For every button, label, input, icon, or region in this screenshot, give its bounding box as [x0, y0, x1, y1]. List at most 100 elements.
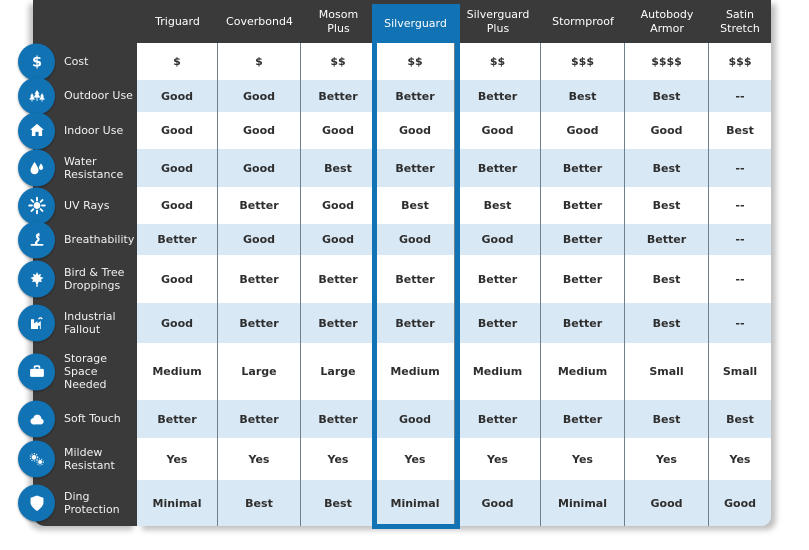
cell-ding-protection-mosom-plus: Best: [301, 480, 376, 526]
cell-cost-triguard: $: [137, 43, 218, 80]
column-header-triguard[interactable]: Triguard: [155, 14, 200, 28]
cell-indoor-use-stormproof: Good: [541, 112, 625, 149]
cell-ding-protection-coverbond4: Best: [218, 480, 301, 526]
column-header-mosom-plus[interactable]: Mosom Plus: [318, 7, 359, 35]
cell-ding-protection-autobody-armor: Good: [625, 480, 709, 526]
cell-water-resistance-mosom-plus: Best: [301, 149, 376, 187]
cell-cost-satin-stretch: $$$: [709, 43, 771, 80]
cloud-icon: [18, 400, 55, 438]
feature-label: Water Resistance: [64, 154, 124, 181]
cell-outdoor-use-silverguard-plus: Better: [455, 80, 541, 112]
dollar-icon: $: [18, 43, 55, 80]
cell-water-resistance-autobody-armor: Best: [625, 149, 709, 187]
cell-mildew-resistant-stormproof: Yes: [541, 438, 625, 480]
cell-industrial-fallout-silverguard: Better: [376, 303, 455, 343]
cell-ding-protection-triguard: Minimal: [137, 480, 218, 526]
airflow-icon: [18, 221, 55, 258]
cell-cost-mosom-plus: $$: [301, 43, 376, 80]
cell-soft-touch-silverguard: Good: [376, 400, 455, 438]
row-label-indoor-use: Indoor Use: [18, 112, 137, 149]
factory-icon: [18, 304, 55, 342]
feature-label: Bird & Tree Droppings: [64, 265, 125, 292]
row-label-soft-touch: Soft Touch: [18, 400, 137, 438]
cell-industrial-fallout-satin-stretch: --: [709, 303, 771, 343]
comparison-grid: Triguard Coverbond4 Mosom Plus Silverguard S…: [18, 0, 771, 526]
cell-water-resistance-stormproof: Better: [541, 149, 625, 187]
cell-uv-rays-mosom-plus: Good: [301, 187, 376, 224]
cell-uv-rays-coverbond4: Better: [218, 187, 301, 224]
cell-mildew-resistant-autobody-armor: Yes: [625, 438, 709, 480]
cell-uv-rays-satin-stretch: --: [709, 187, 771, 224]
cell-breathability-mosom-plus: Good: [301, 224, 376, 255]
shield-icon: [18, 484, 55, 522]
column-header-satin-stretch[interactable]: Satin Stretch: [720, 7, 760, 35]
cell-outdoor-use-triguard: Good: [137, 80, 218, 112]
feature-label: Indoor Use: [64, 123, 124, 137]
cell-bird-tree-droppings-mosom-plus: Better: [301, 255, 376, 303]
row-label-storage-space-needed: Storage Space Needed: [18, 343, 137, 400]
column-header-autobody-armor[interactable]: Autobody Armor: [640, 7, 694, 35]
cell-uv-rays-triguard: Good: [137, 187, 218, 224]
column-header-stormproof[interactable]: Stormproof: [552, 14, 614, 28]
feature-label: Mildew Resistant: [64, 445, 115, 472]
cell-soft-touch-mosom-plus: Better: [301, 400, 376, 438]
cell-soft-touch-satin-stretch: Best: [709, 400, 771, 438]
feature-label: Ding Protection: [64, 489, 120, 516]
cell-mildew-resistant-coverbond4: Yes: [218, 438, 301, 480]
cell-soft-touch-silverguard-plus: Better: [455, 400, 541, 438]
cell-outdoor-use-silverguard: Better: [376, 80, 455, 112]
feature-label: Outdoor Use: [64, 89, 133, 103]
cell-indoor-use-satin-stretch: Best: [709, 112, 771, 149]
row-label-outdoor-use: Outdoor Use: [18, 77, 137, 115]
cell-mildew-resistant-mosom-plus: Yes: [301, 438, 376, 480]
cell-uv-rays-silverguard: Best: [376, 187, 455, 224]
cell-outdoor-use-satin-stretch: --: [709, 80, 771, 112]
cell-cost-autobody-armor: $$$$: [625, 43, 709, 80]
cell-water-resistance-silverguard: Better: [376, 149, 455, 187]
cell-indoor-use-coverbond4: Good: [218, 112, 301, 149]
cell-industrial-fallout-silverguard-plus: Better: [455, 303, 541, 343]
cell-storage-space-needed-satin-stretch: Small: [709, 343, 771, 400]
cell-bird-tree-droppings-triguard: Good: [137, 255, 218, 303]
cell-bird-tree-droppings-stormproof: Better: [541, 255, 625, 303]
cell-breathability-autobody-armor: Better: [625, 224, 709, 255]
row-label-water-resistance: Water Resistance: [18, 149, 137, 187]
cell-soft-touch-coverbond4: Better: [218, 400, 301, 438]
cell-soft-touch-autobody-armor: Best: [625, 400, 709, 438]
cell-outdoor-use-mosom-plus: Better: [301, 80, 376, 112]
cell-uv-rays-stormproof: Better: [541, 187, 625, 224]
cell-bird-tree-droppings-coverbond4: Better: [218, 255, 301, 303]
cell-breathability-silverguard-plus: Good: [455, 224, 541, 255]
cell-cost-stormproof: $$$: [541, 43, 625, 80]
cell-indoor-use-autobody-armor: Good: [625, 112, 709, 149]
cell-uv-rays-autobody-armor: Best: [625, 187, 709, 224]
feature-label: Soft Touch: [64, 412, 121, 426]
cell-water-resistance-triguard: Good: [137, 149, 218, 187]
cell-ding-protection-silverguard: Minimal: [376, 480, 455, 526]
cell-ding-protection-stormproof: Minimal: [541, 480, 625, 526]
briefcase-icon: [18, 353, 55, 390]
cell-industrial-fallout-autobody-armor: Best: [625, 303, 709, 343]
column-header-coverbond4[interactable]: Coverbond4: [226, 14, 293, 28]
cell-mildew-resistant-satin-stretch: Yes: [709, 438, 771, 480]
row-label-bird-tree-droppings: Bird & Tree Droppings: [18, 255, 137, 303]
cell-indoor-use-silverguard: Good: [376, 112, 455, 149]
cell-water-resistance-coverbond4: Good: [218, 149, 301, 187]
cell-ding-protection-silverguard-plus: Good: [455, 480, 541, 526]
column-header-silverguard-plus[interactable]: Silverguard Plus: [466, 7, 530, 35]
feature-label: Breathability: [64, 232, 135, 246]
row-label-cost: $ Cost: [18, 43, 137, 80]
cell-mildew-resistant-triguard: Yes: [137, 438, 218, 480]
cell-storage-space-needed-autobody-armor: Small: [625, 343, 709, 400]
cell-outdoor-use-stormproof: Best: [541, 80, 625, 112]
feature-label: Cost: [64, 54, 89, 68]
maple-leaf-icon: [18, 260, 55, 298]
cell-breathability-satin-stretch: --: [709, 224, 771, 255]
cell-ding-protection-satin-stretch: Good: [709, 480, 771, 526]
cell-water-resistance-silverguard-plus: Better: [455, 149, 541, 187]
cell-bird-tree-droppings-silverguard: Better: [376, 255, 455, 303]
cell-industrial-fallout-triguard: Good: [137, 303, 218, 343]
column-header-silverguard[interactable]: Silverguard: [376, 0, 455, 43]
trees-icon: [18, 77, 55, 115]
